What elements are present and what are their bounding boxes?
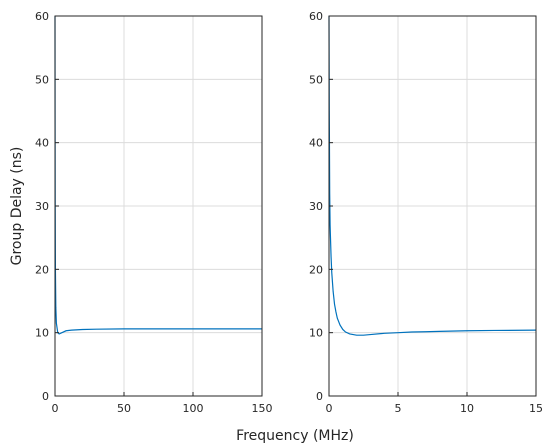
left-x-tick-label: 100 bbox=[183, 402, 204, 415]
right-x-tick-label: 0 bbox=[326, 402, 333, 415]
right-y-tick-label: 60 bbox=[309, 10, 323, 23]
right-x-tick-label: 10 bbox=[460, 402, 474, 415]
right-y-tick-label: 20 bbox=[309, 263, 323, 276]
right-group-delay-line bbox=[328, 15, 537, 336]
left-x-tick-label: 0 bbox=[52, 402, 59, 415]
right-y-tick-label: 50 bbox=[309, 73, 323, 86]
left-y-tick-label: 0 bbox=[42, 390, 49, 403]
left-y-tick-label: 60 bbox=[35, 10, 49, 23]
y-axis-label: Group Delay (ns) bbox=[9, 147, 25, 266]
right-x-tick-label: 5 bbox=[395, 402, 402, 415]
right-y-tick-label: 30 bbox=[309, 200, 323, 213]
left-y-tick-label: 30 bbox=[35, 200, 49, 213]
right-plot-panel: 0 5 10 15 0 10 20 30 40 50 60 bbox=[309, 10, 543, 415]
right-y-tick-label: 40 bbox=[309, 137, 323, 150]
left-x-tick-label: 50 bbox=[117, 402, 131, 415]
left-y-tick-label: 40 bbox=[35, 137, 49, 150]
left-group-delay-line bbox=[54, 15, 262, 335]
left-y-tick-label: 50 bbox=[35, 73, 49, 86]
right-y-tick-label: 0 bbox=[316, 390, 323, 403]
right-y-tick-label: 10 bbox=[309, 327, 323, 340]
left-y-tick-label: 20 bbox=[35, 263, 49, 276]
right-x-tick-label: 15 bbox=[529, 402, 543, 415]
left-x-tick-label: 150 bbox=[252, 402, 273, 415]
left-y-tick-label: 10 bbox=[35, 327, 49, 340]
left-plot-panel: 0 50 100 150 0 10 20 30 40 50 60 bbox=[35, 10, 273, 415]
x-axis-label: Frequency (MHz) bbox=[236, 428, 354, 444]
